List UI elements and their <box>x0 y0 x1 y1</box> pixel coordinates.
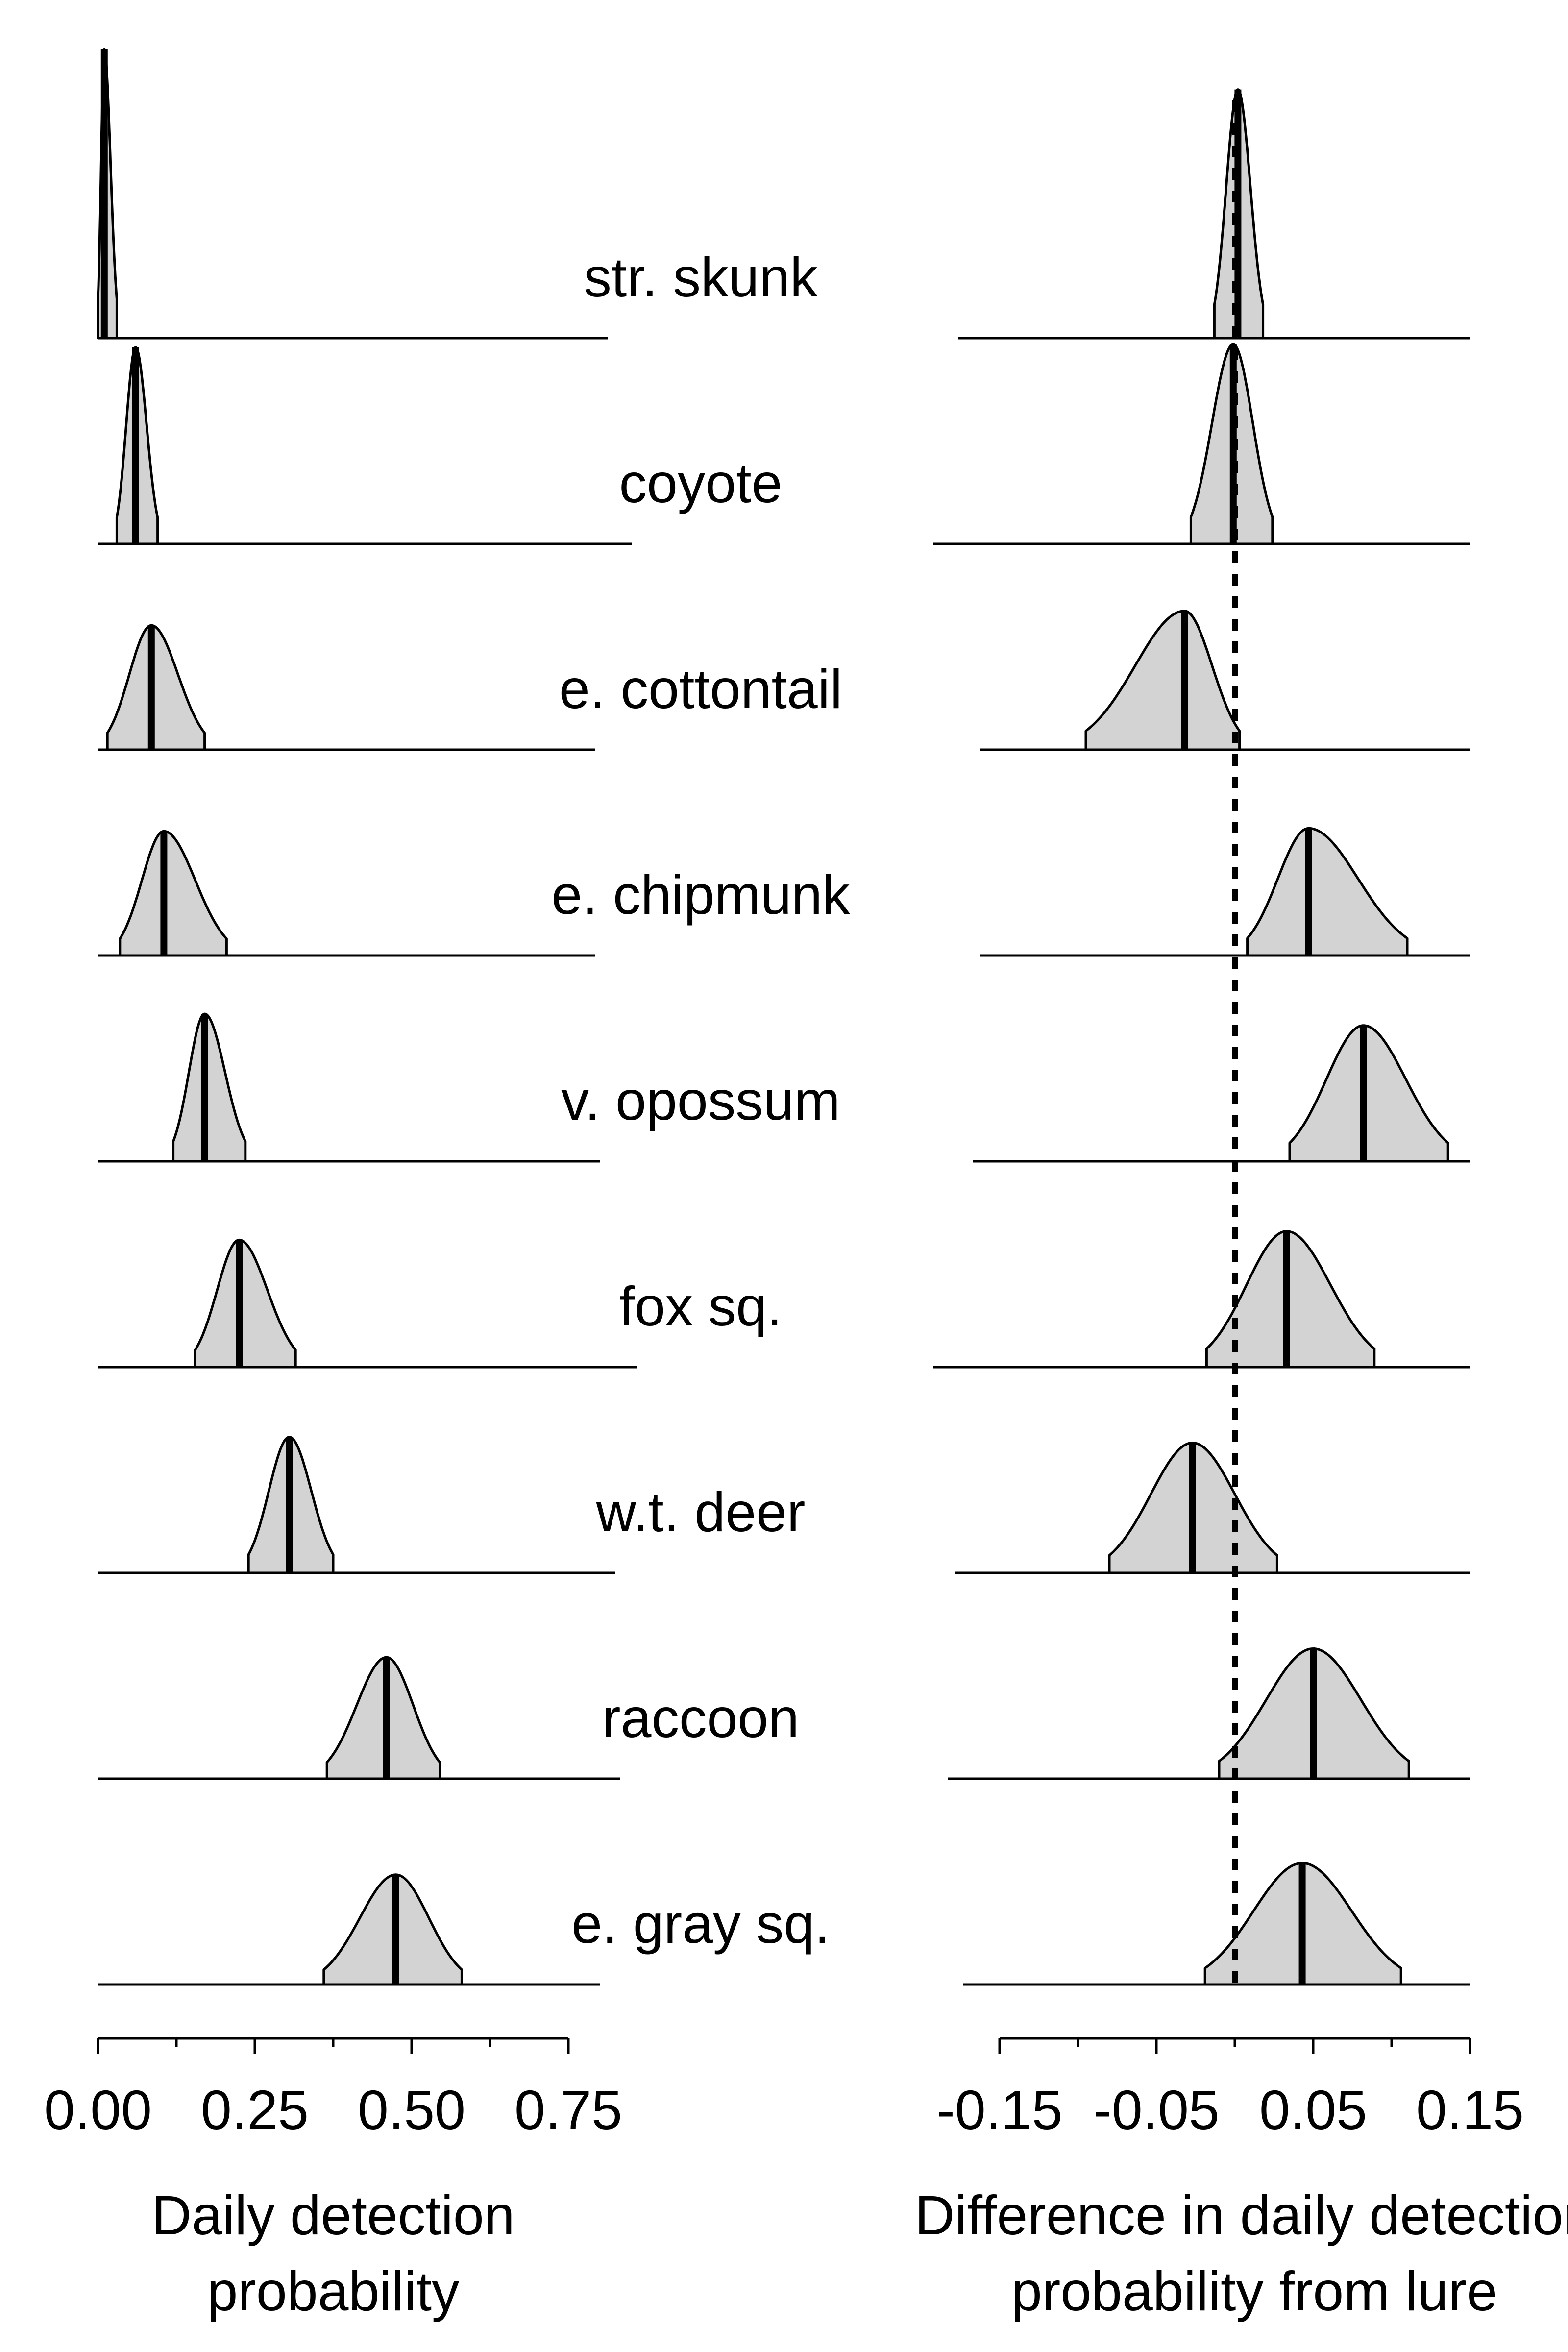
density-e-chipmunk <box>1246 827 1409 957</box>
tick-label: 0.00 <box>44 2079 152 2141</box>
density-fox-sq <box>1205 1230 1376 1369</box>
tick-label: 0.15 <box>1416 2079 1524 2141</box>
ridge-w-t-deer <box>98 1436 615 1574</box>
ridge-str-skunk <box>97 48 608 340</box>
species-label-fox-sq: fox sq. <box>619 1275 783 1337</box>
tick-label: 0.75 <box>514 2079 622 2141</box>
density-e-chipmunk <box>119 830 228 957</box>
ridge-raccoon <box>948 1647 1470 1780</box>
density-fox-sq <box>194 1238 297 1369</box>
ridge-e-chipmunk <box>980 827 1470 957</box>
ridge-e-cottontail <box>980 610 1470 751</box>
ridge-e-gray-sq <box>98 1873 600 1986</box>
ridge-v-opossum <box>98 1012 600 1163</box>
tick-label: 0.25 <box>201 2079 309 2141</box>
x-axis-difference: -0.15 -0.05 0.05 0.15 Difference in daily de… <box>915 2037 1568 2322</box>
tick-label: -0.05 <box>1093 2079 1220 2141</box>
species-label-e-cottontail: e. cottontail <box>559 658 842 720</box>
lure-difference-panel: -0.15 -0.05 0.05 0.15 Difference in daily de… <box>915 88 1568 2322</box>
species-label-w-t-deer: w.t. deer <box>595 1481 805 1543</box>
species-label-coyote: coyote <box>619 452 783 514</box>
tick-label: 0.05 <box>1259 2079 1367 2141</box>
ridge-fox-sq <box>98 1238 637 1369</box>
tick-label: -0.15 <box>936 2079 1063 2141</box>
density-e-cottontail <box>1084 610 1241 751</box>
x-axis-title-difference-line-1: Difference in daily detection <box>915 2184 1568 2246</box>
density-v-opossum <box>172 1012 247 1163</box>
ridge-e-chipmunk <box>98 830 595 957</box>
species-label-str-skunk: str. skunk <box>584 246 818 308</box>
x-axis-title-detection-line-2: probability <box>207 2260 460 2322</box>
x-axis-title-detection-line-1: Daily detection <box>151 2184 514 2246</box>
density-v-opossum <box>1288 1024 1449 1163</box>
ridge-fox-sq <box>933 1230 1470 1369</box>
ridge-coyote <box>933 343 1470 545</box>
x-axis-title-difference-line-2: probability from lure <box>1011 2260 1497 2322</box>
ridge-raccoon <box>98 1656 620 1780</box>
ridge-coyote <box>98 346 632 545</box>
ridge-w-t-deer <box>956 1442 1470 1574</box>
species-label-e-gray-sq: e. gray sq. <box>571 1893 830 1955</box>
species-label-raccoon: raccoon <box>602 1687 799 1749</box>
ridge-e-cottontail <box>98 624 595 751</box>
species-label-v-opossum: v. opossum <box>561 1070 840 1131</box>
species-label-e-chipmunk: e. chipmunk <box>551 864 850 926</box>
density-e-cottontail <box>106 624 206 751</box>
ridge-v-opossum <box>973 1024 1470 1163</box>
ridge-str-skunk <box>958 88 1470 340</box>
species-labels: str. skunk coyote e. cottontail e. chipmunk… <box>551 246 850 1955</box>
ridge-e-gray-sq <box>963 1862 1470 1986</box>
tick-label: 0.50 <box>358 2079 466 2141</box>
